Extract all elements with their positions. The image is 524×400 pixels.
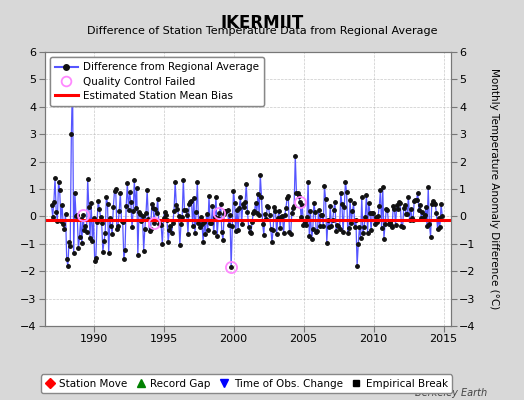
Text: IKERMIIT: IKERMIIT [221,14,303,32]
Legend: Difference from Regional Average, Quality Control Failed, Estimated Station Mean: Difference from Regional Average, Qualit… [50,57,264,106]
Legend: Station Move, Record Gap, Time of Obs. Change, Empirical Break: Station Move, Record Gap, Time of Obs. C… [40,374,452,393]
Text: Berkeley Earth: Berkeley Earth [415,388,487,398]
Y-axis label: Monthly Temperature Anomaly Difference (°C): Monthly Temperature Anomaly Difference (… [489,68,499,310]
Text: Difference of Station Temperature Data from Regional Average: Difference of Station Temperature Data f… [87,26,437,36]
